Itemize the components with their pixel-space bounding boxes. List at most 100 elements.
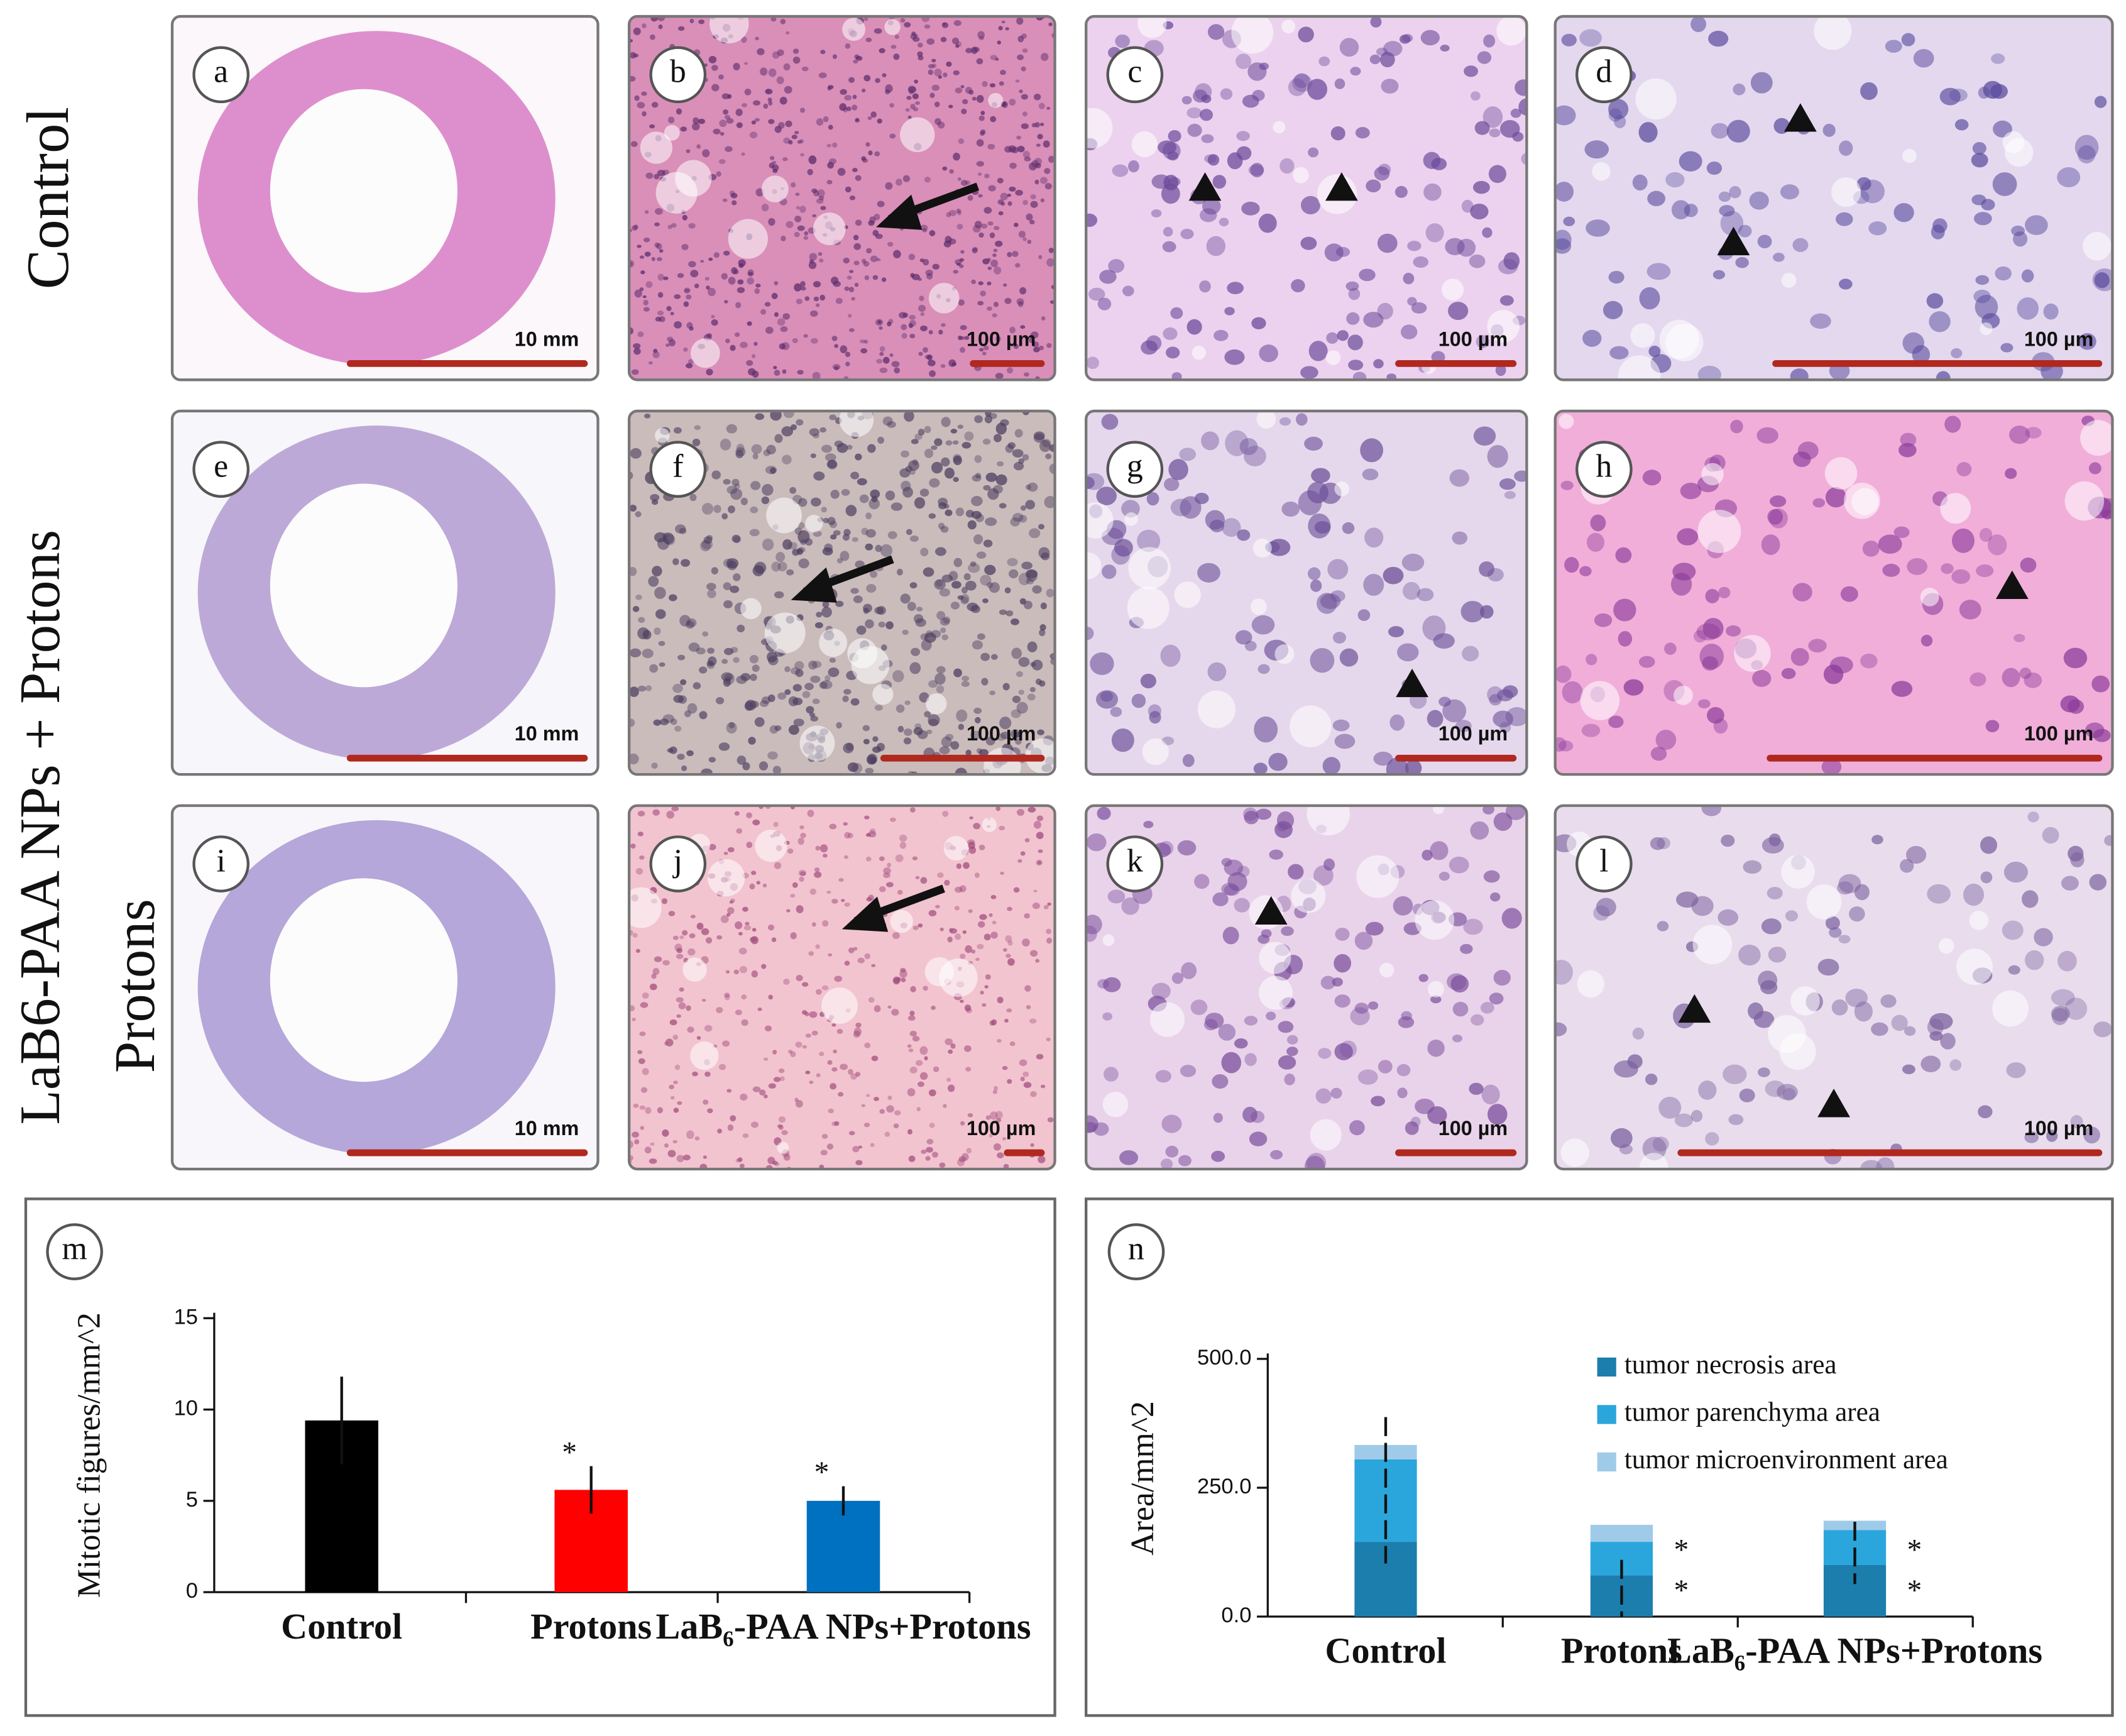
nucleus <box>1027 693 1036 701</box>
nucleus <box>1363 312 1384 328</box>
nucleus <box>964 336 970 340</box>
nucleus <box>963 1045 972 1052</box>
panel-badge <box>649 441 707 498</box>
nucleus <box>1090 652 1114 676</box>
nucleus <box>1031 123 1037 128</box>
nucleus <box>1652 1136 1669 1152</box>
nucleus <box>1029 687 1036 693</box>
nucleus <box>864 815 870 820</box>
nucleus <box>816 198 824 204</box>
nucleus <box>750 1121 759 1128</box>
nucleus <box>1334 953 1352 973</box>
nucleus <box>1018 573 1031 586</box>
nucleus <box>788 696 799 706</box>
nucleus <box>1393 896 1413 916</box>
nucleus <box>1876 1157 1895 1169</box>
nucleus <box>1281 502 1300 517</box>
nucleus <box>1555 105 1576 126</box>
nucleus <box>642 23 647 28</box>
nucleus <box>973 823 980 830</box>
nucleus <box>2013 231 2028 247</box>
nucleus <box>938 329 943 335</box>
nucleus <box>1015 189 1023 196</box>
nucleus <box>1849 906 1865 922</box>
panel-badge <box>1575 441 1633 498</box>
nucleus <box>863 261 870 267</box>
nucleus <box>749 654 759 664</box>
nucleus <box>961 681 970 688</box>
nucleus <box>1418 974 1428 982</box>
nucleus <box>1038 102 1045 109</box>
nucleus <box>984 207 992 214</box>
nucleus <box>672 935 679 940</box>
nucleus <box>1608 99 1629 119</box>
nucleus <box>1001 20 1005 24</box>
nucleus <box>892 932 900 939</box>
nucleus <box>1016 701 1028 714</box>
nucleus <box>1009 99 1016 106</box>
nucleus <box>990 931 998 939</box>
nucleus <box>1009 569 1019 579</box>
nucleus <box>795 1041 803 1048</box>
nucleus <box>763 449 770 456</box>
nucleus <box>786 909 791 913</box>
nucleus <box>1471 91 1481 101</box>
nucleus <box>990 259 999 268</box>
nucleus <box>904 22 911 28</box>
nucleus <box>963 862 970 869</box>
nucleus <box>929 370 936 377</box>
nucleus <box>1029 219 1035 224</box>
nucleus <box>1097 297 1112 310</box>
nucleus <box>811 1030 818 1036</box>
nucleus <box>1244 446 1266 466</box>
vacuole <box>1142 738 1169 766</box>
nucleus <box>765 89 773 95</box>
nucleus <box>734 811 740 816</box>
nucleus <box>1039 624 1046 631</box>
nucleus <box>681 930 688 936</box>
nucleus <box>855 119 860 123</box>
vacuole <box>690 1041 719 1070</box>
nucleus <box>879 326 883 330</box>
nucleus <box>855 1022 862 1028</box>
nucleus <box>1368 1001 1379 1010</box>
nucleus <box>742 906 748 912</box>
panel-border <box>1085 14 1528 382</box>
nucleus <box>1007 201 1012 206</box>
nucleus <box>674 524 686 534</box>
nucleus <box>1334 1043 1353 1060</box>
nucleus <box>651 499 659 505</box>
nucleus <box>640 270 645 275</box>
nucleus <box>844 286 850 291</box>
nucleus <box>740 497 748 505</box>
nucleus <box>968 909 973 913</box>
nucleus <box>1187 123 1202 137</box>
nucleus <box>1025 500 1035 510</box>
nucleus <box>997 1152 1004 1158</box>
nucleus <box>1108 259 1125 273</box>
nucleus <box>1022 1071 1029 1077</box>
nucleus <box>951 37 959 45</box>
nucleus <box>1360 438 1384 463</box>
nucleus <box>962 1153 969 1161</box>
panel-letter: c <box>1127 54 1142 90</box>
nucleus <box>887 530 897 539</box>
nucleus <box>808 660 818 670</box>
nucleus <box>907 602 916 611</box>
nucleus <box>920 633 928 640</box>
nucleus <box>1469 1082 1484 1095</box>
nucleus <box>923 347 928 353</box>
nucleus <box>917 42 923 48</box>
nucleus <box>632 606 640 612</box>
nucleus <box>843 821 848 826</box>
nucleus <box>632 1018 636 1021</box>
nucleus <box>1790 368 1809 380</box>
nucleus <box>848 77 855 83</box>
nucleus <box>1405 759 1422 775</box>
nucleus <box>757 1007 762 1011</box>
vacuole <box>1334 481 1349 497</box>
nucleus <box>877 320 882 324</box>
nucleus <box>772 51 780 59</box>
nucleus <box>774 591 784 598</box>
nucleus <box>1330 126 1345 141</box>
